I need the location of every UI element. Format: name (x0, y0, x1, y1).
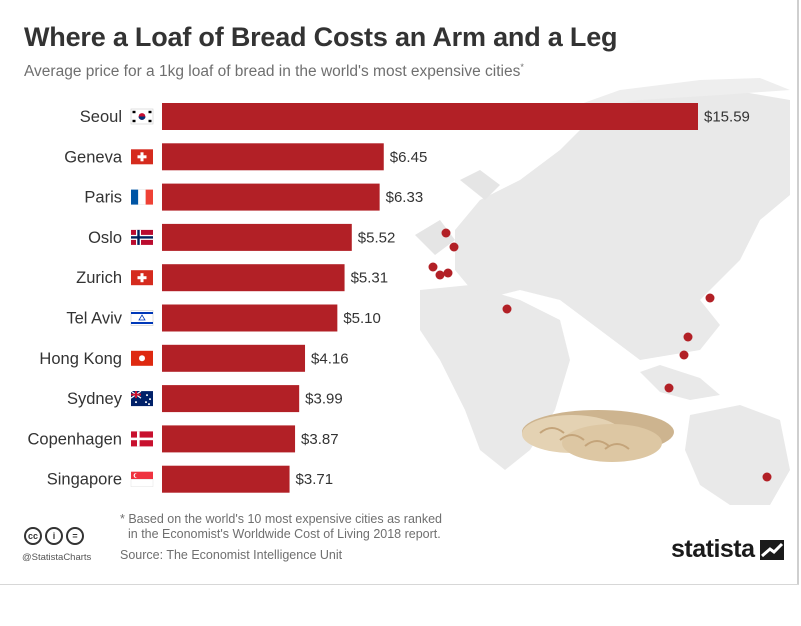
value-label: $4.16 (311, 350, 349, 367)
chart-card: Seoul $15.59 Geneva $6.45 Paris $6.33 Oslo $5.5… (0, 0, 801, 585)
bar-row: Hong Kong $4.16 (39, 344, 349, 372)
category-label: Singapore (47, 471, 122, 489)
bar-row: Tel Aviv $5.10 (66, 304, 381, 332)
by-icon: i (45, 527, 63, 545)
bar (162, 465, 290, 493)
cc-icon: cc (24, 527, 42, 545)
footnote: * Based on the world's 10 most expensive… (120, 512, 442, 542)
city-marker (679, 350, 689, 360)
bar-row: Singapore $3.71 (47, 465, 334, 493)
bar (162, 223, 352, 251)
bread-illustration (522, 410, 674, 462)
frame-edge-bottom (0, 584, 799, 585)
category-label: Oslo (88, 229, 122, 247)
bar-row: Zurich $5.31 (76, 264, 389, 292)
city-marker (449, 242, 459, 252)
category-label: Sydney (67, 390, 123, 408)
subtitle-footnote-mark: * (520, 62, 524, 72)
south-korea-flag (130, 108, 154, 125)
city-marker (435, 270, 445, 280)
city-markers (428, 228, 772, 482)
bar (162, 103, 698, 130)
bar (162, 385, 300, 413)
bar-row: Copenhagen $3.87 (27, 425, 339, 453)
value-label: $3.71 (296, 471, 334, 488)
license-icons: cc i = (24, 527, 84, 545)
nd-icon: = (66, 527, 84, 545)
city-marker (443, 268, 453, 278)
category-label: Zurich (76, 269, 122, 287)
subtitle-text: Average price for a 1kg loaf of bread in… (24, 63, 521, 81)
city-marker (441, 228, 451, 238)
category-label: Geneva (64, 148, 123, 166)
france-flag (131, 189, 153, 205)
city-marker (428, 262, 438, 272)
statista-logo-icon (759, 539, 784, 560)
bar (162, 304, 338, 332)
bar-chart: Seoul $15.59 Geneva $6.45 Paris $6.33 Oslo $5.5… (27, 78, 790, 505)
statista-wordmark: statista (671, 535, 755, 563)
value-label: $15.59 (704, 109, 750, 126)
bar-row: Geneva $6.45 (64, 143, 428, 171)
switzerland-flag (131, 270, 153, 286)
value-label: $6.33 (386, 189, 424, 206)
category-label: Copenhagen (27, 430, 122, 448)
bar-row: Paris $6.33 (84, 183, 424, 211)
value-label: $5.31 (351, 270, 389, 287)
bar-row: Seoul $15.59 (80, 103, 750, 130)
bar (162, 183, 380, 211)
bar (162, 264, 345, 292)
statista-brand[interactable]: statista (671, 535, 784, 564)
chart-subtitle: Average price for a 1kg loaf of bread in… (24, 62, 524, 81)
footnote-line-1: * Based on the world's 10 most expensive… (120, 512, 443, 526)
city-marker (664, 383, 674, 393)
switzerland-flag (131, 149, 153, 165)
city-marker (502, 304, 512, 314)
source-text: Source: The Economist Intelligence Unit (120, 548, 343, 562)
hong-kong-flag (131, 350, 153, 366)
denmark-flag (131, 431, 153, 447)
value-label: $3.99 (305, 391, 343, 408)
bar-row: Oslo $5.52 (88, 223, 396, 251)
australia-flag (130, 390, 153, 407)
chart-title: Where a Loaf of Bread Costs an Arm and a… (24, 22, 618, 52)
israel-flag (130, 310, 154, 326)
bar-row: Sydney $3.99 (67, 385, 343, 413)
singapore-flag (130, 471, 154, 487)
category-label: Paris (84, 189, 122, 207)
frame-edge (797, 0, 799, 585)
value-label: $5.52 (358, 229, 396, 246)
city-marker (683, 332, 693, 342)
statista-handle: @StatistaCharts (22, 552, 92, 563)
bar (162, 143, 384, 171)
bar (162, 425, 296, 453)
city-marker (762, 472, 772, 482)
category-label: Hong Kong (39, 350, 122, 368)
bar-rows: Seoul $15.59 Geneva $6.45 Paris $6.33 Oslo $5.5… (27, 103, 750, 493)
city-marker (705, 293, 715, 303)
value-label: $6.45 (390, 149, 428, 166)
value-label: $5.10 (343, 310, 381, 327)
category-label: Tel Aviv (66, 310, 122, 328)
bar (162, 344, 306, 372)
norway-flag (131, 229, 153, 245)
category-label: Seoul (80, 108, 122, 126)
value-label: $3.87 (301, 431, 339, 448)
footnote-line-2: in the Economist's Worldwide Cost of Liv… (128, 527, 441, 541)
